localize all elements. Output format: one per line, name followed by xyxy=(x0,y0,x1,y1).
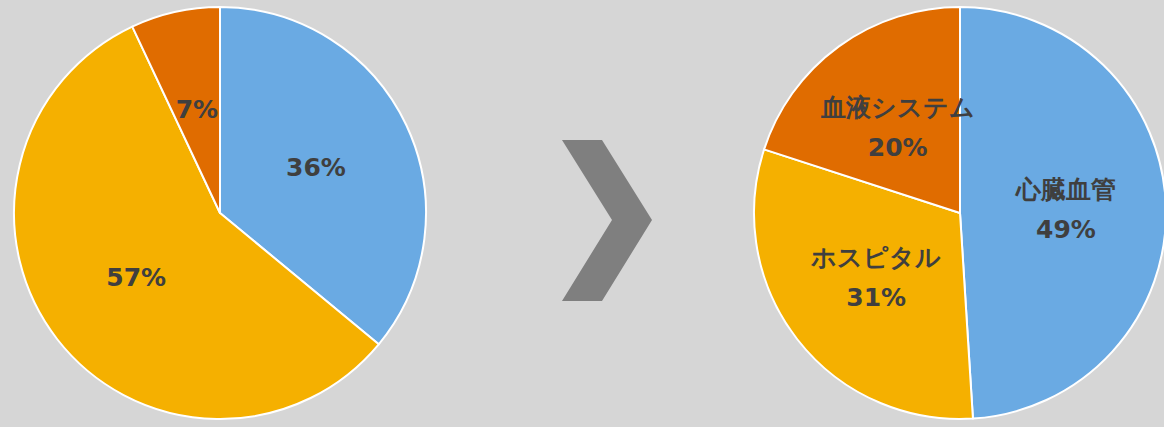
svg-text:49%: 49% xyxy=(1036,215,1096,244)
svg-text:57%: 57% xyxy=(106,263,166,292)
svg-text:血液システム: 血液システム xyxy=(820,93,975,122)
svg-text:7%: 7% xyxy=(176,95,218,124)
svg-text:心臓血管: 心臓血管 xyxy=(1015,175,1116,204)
svg-text:20%: 20% xyxy=(868,133,928,162)
svg-text:36%: 36% xyxy=(286,153,346,182)
svg-text:ホスピタル: ホスピタル xyxy=(810,243,941,272)
svg-text:31%: 31% xyxy=(846,283,906,312)
